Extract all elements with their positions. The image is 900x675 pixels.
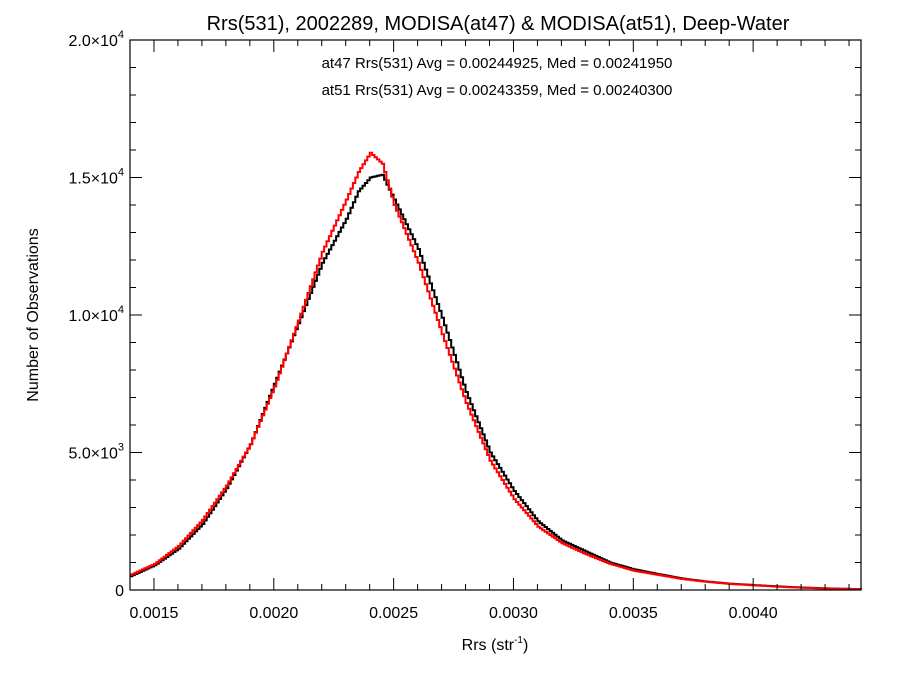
- chart-title: Rrs(531), 2002289, MODISA(at47) & MODISA…: [207, 13, 790, 35]
- y-tick-label: 5.0×103: [68, 442, 124, 463]
- y-axis-label: Number of Observations: [25, 228, 42, 401]
- plot-frame: [129, 39, 862, 591]
- annotation-at47: at47 Rrs(531) Avg = 0.00244925, Med = 0.…: [322, 55, 673, 72]
- y-tick-label: 0: [115, 583, 124, 600]
- series-layer: [130, 151, 862, 591]
- y-tick-label: 1.0×104: [68, 304, 124, 325]
- y-tick-label: 1.5×104: [68, 167, 124, 188]
- x-tick-label: 0.0025: [369, 605, 418, 622]
- x-axis-label: Rrs (str-1): [462, 635, 529, 654]
- x-axis-ticks: 0.0015 0.0020 0.0025 0.0030 0.0035 0.0040: [129, 40, 850, 622]
- x-tick-label: 0.0015: [129, 605, 178, 622]
- x-tick-label: 0.0040: [729, 605, 778, 622]
- series-line-1: [130, 151, 861, 591]
- y-tick-label: 2.0×104: [68, 29, 124, 50]
- x-axis-label-close: ): [523, 637, 528, 654]
- x-tick-label: 0.0030: [489, 605, 538, 622]
- x-axis-label-main: Rrs (str: [462, 637, 515, 654]
- x-tick-label: 0.0020: [249, 605, 298, 622]
- y-axis-ticks: 0 5.0×103 1.0×104 1.5×104 2.0×104: [68, 29, 861, 600]
- annotation-at51: at51 Rrs(531) Avg = 0.00243359, Med = 0.…: [322, 82, 673, 99]
- series-line-0: [130, 173, 862, 591]
- x-axis-label-sup: -1: [514, 635, 523, 646]
- x-tick-label: 0.0035: [609, 605, 658, 622]
